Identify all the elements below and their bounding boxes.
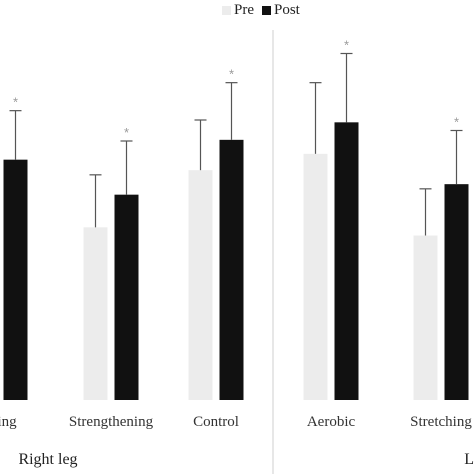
significance-marker-2: * [229, 67, 234, 82]
x-tick-label-3: Aerobic [307, 414, 356, 430]
bar-post-2 [219, 139, 244, 401]
x-tick-label-2: Control [193, 414, 239, 430]
significance-marker-1: * [124, 125, 129, 140]
bar-pre-3 [303, 153, 328, 400]
bar-post-3 [334, 122, 359, 400]
group-label-1: L [464, 451, 474, 468]
legend-swatch-post [262, 6, 271, 15]
bar-pre-2 [188, 170, 213, 400]
legend-swatch-pre [222, 6, 231, 15]
group-label-0: Right leg [18, 451, 77, 468]
legend-item-post: Post [262, 2, 300, 19]
x-tick-label-1: Strengthening [69, 414, 154, 430]
bar-pre-1 [83, 227, 108, 400]
bar-pre-4 [413, 235, 438, 400]
bar-post-1 [114, 194, 139, 400]
legend-item-pre: Pre [222, 2, 254, 19]
bar-post-4 [444, 184, 469, 400]
chart-legend: Pre Post [222, 2, 308, 19]
bar-post-0 [3, 159, 28, 400]
significance-marker-3: * [344, 38, 349, 53]
x-tick-label-4: Stretching [410, 414, 472, 430]
significance-marker-4: * [454, 115, 459, 130]
legend-label-pre: Pre [234, 2, 254, 18]
x-tick-label-0: ching [0, 414, 17, 430]
legend-label-post: Post [274, 2, 300, 18]
significance-marker-0: * [13, 95, 18, 110]
